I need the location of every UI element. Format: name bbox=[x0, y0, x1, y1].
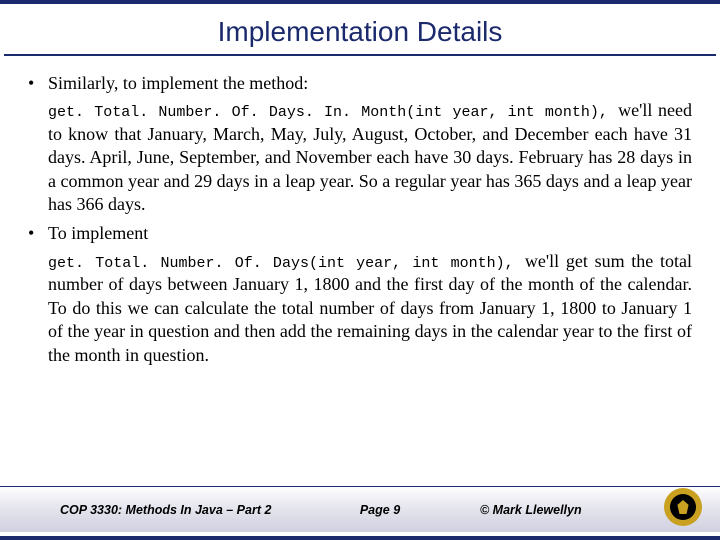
bullet-marker: • bbox=[28, 72, 48, 95]
logo-center bbox=[670, 494, 696, 520]
code-snippet-2: get. Total. Number. Of. Days(int year, i… bbox=[48, 255, 525, 272]
footer-page: Page 9 bbox=[300, 503, 460, 517]
paragraph-2: get. Total. Number. Of. Days(int year, i… bbox=[48, 250, 692, 367]
bullet-marker: • bbox=[28, 222, 48, 245]
bullet-1: • Similarly, to implement the method: bbox=[28, 72, 692, 95]
bullet-2: • To implement bbox=[28, 222, 692, 245]
bullet-1-text: Similarly, to implement the method: bbox=[48, 72, 692, 95]
logo-ring bbox=[664, 488, 702, 526]
slide: Implementation Details • Similarly, to i… bbox=[0, 0, 720, 540]
code-snippet-1: get. Total. Number. Of. Days. In. Month(… bbox=[48, 104, 618, 121]
slide-footer: COP 3330: Methods In Java – Part 2 Page … bbox=[0, 486, 720, 532]
logo-pegasus bbox=[676, 500, 690, 514]
bullet-2-text: To implement bbox=[48, 222, 692, 245]
slide-content: • Similarly, to implement the method: ge… bbox=[0, 56, 720, 367]
ucf-logo-icon bbox=[664, 488, 702, 526]
footer-course: COP 3330: Methods In Java – Part 2 bbox=[0, 503, 300, 517]
paragraph-1: get. Total. Number. Of. Days. In. Month(… bbox=[48, 99, 692, 216]
slide-title: Implementation Details bbox=[4, 4, 716, 56]
